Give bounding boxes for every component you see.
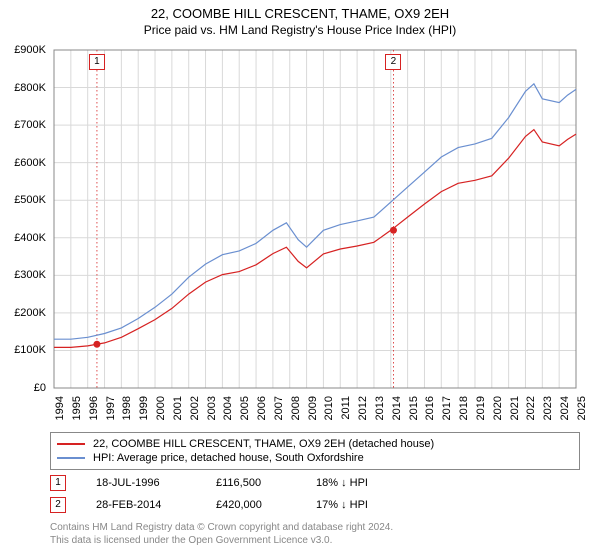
sale-date: 28-FEB-2014 [96,499,216,511]
y-axis-label: £900K [2,44,46,56]
x-axis-label: 2006 [256,396,268,426]
sale-pct: 17% ↓ HPI [316,499,396,511]
sale-date: 18-JUL-1996 [96,477,216,489]
y-axis-label: £700K [2,119,46,131]
x-axis-label: 2007 [273,396,285,426]
legend: 22, COOMBE HILL CRESCENT, THAME, OX9 2EH… [50,432,580,470]
sale-pct: 18% ↓ HPI [316,477,396,489]
x-axis-label: 1994 [54,396,66,426]
footer-attribution: Contains HM Land Registry data © Crown c… [50,522,393,547]
x-axis-label: 2002 [189,396,201,426]
x-axis-label: 2015 [408,396,420,426]
y-axis-label: £600K [2,157,46,169]
x-axis-label: 1995 [71,396,83,426]
x-axis-label: 1996 [88,396,100,426]
x-axis-label: 2005 [239,396,251,426]
x-axis-label: 2009 [307,396,319,426]
sale-price: £420,000 [216,499,316,511]
x-axis-label: 2001 [172,396,184,426]
footer-line: This data is licensed under the Open Gov… [50,535,393,548]
sale-marker-box: 1 [89,54,105,70]
x-axis-label: 2019 [475,396,487,426]
x-axis-label: 1999 [138,396,150,426]
y-axis-label: £500K [2,194,46,206]
chart-subtitle: Price paid vs. HM Land Registry's House … [0,21,600,41]
sale-summary: 1 18-JUL-1996£116,50018% ↓ HPI 2 28-FEB-201… [50,472,580,516]
x-axis-label: 2012 [357,396,369,426]
sale-row-marker: 1 [50,475,66,491]
x-axis-label: 2025 [576,396,588,426]
sale-row: 2 28-FEB-2014£420,00017% ↓ HPI [50,494,580,516]
legend-swatch-property [57,443,85,445]
x-axis-label: 2011 [340,396,352,426]
x-axis-label: 2018 [458,396,470,426]
y-axis-label: £0 [2,382,46,394]
footer-line: Contains HM Land Registry data © Crown c… [50,522,393,535]
x-axis-label: 2014 [391,396,403,426]
x-axis-label: 1997 [105,396,117,426]
y-axis-label: £200K [2,307,46,319]
x-axis-label: 2010 [323,396,335,426]
x-axis-label: 1998 [121,396,133,426]
sale-row-marker: 2 [50,497,66,513]
legend-item: HPI: Average price, detached house, Sout… [57,451,573,465]
y-axis-label: £300K [2,269,46,281]
x-axis-label: 2017 [441,396,453,426]
sale-row: 1 18-JUL-1996£116,50018% ↓ HPI [50,472,580,494]
x-axis-label: 2000 [155,396,167,426]
chart-title: 22, COOMBE HILL CRESCENT, THAME, OX9 2EH [0,0,600,21]
sale-price: £116,500 [216,477,316,489]
y-axis-label: £800K [2,82,46,94]
x-axis-label: 2023 [542,396,554,426]
x-axis-label: 2024 [559,396,571,426]
x-axis-label: 2020 [492,396,504,426]
y-axis-label: £100K [2,344,46,356]
x-axis-label: 2004 [222,396,234,426]
x-axis-label: 2016 [424,396,436,426]
sale-marker-box: 2 [385,54,401,70]
legend-label: HPI: Average price, detached house, Sout… [93,452,364,464]
x-axis-label: 2003 [206,396,218,426]
legend-label: 22, COOMBE HILL CRESCENT, THAME, OX9 2EH… [93,438,434,450]
legend-swatch-hpi [57,457,85,459]
x-axis-label: 2008 [290,396,302,426]
legend-item: 22, COOMBE HILL CRESCENT, THAME, OX9 2EH… [57,437,573,451]
x-axis-label: 2022 [525,396,537,426]
chart-area [50,44,580,394]
x-axis-label: 2021 [509,396,521,426]
x-axis-label: 2013 [374,396,386,426]
y-axis-label: £400K [2,232,46,244]
